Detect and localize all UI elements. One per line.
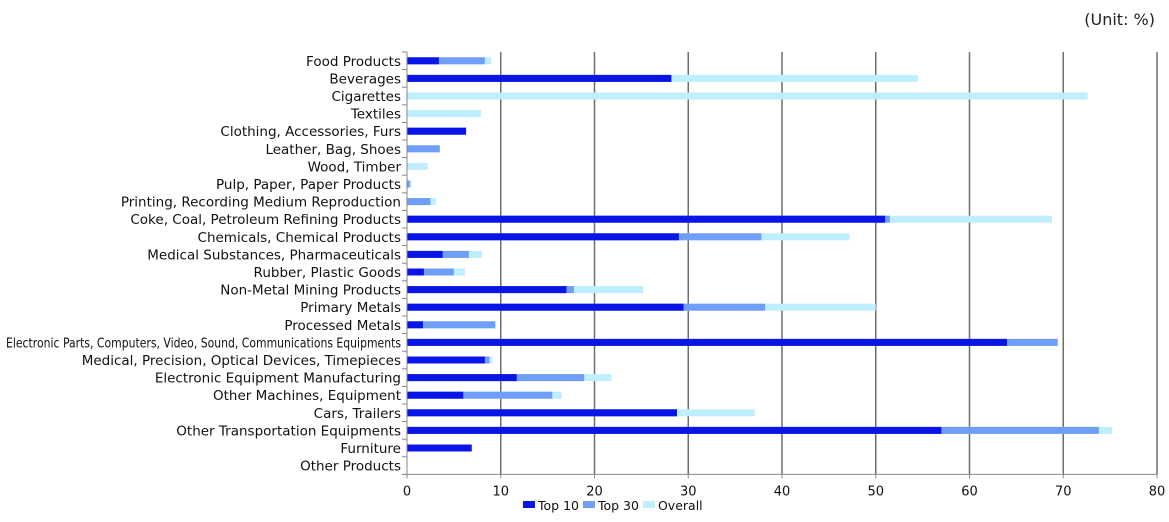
bar-top-30: [407, 391, 553, 399]
x-tick-label: 70: [1055, 484, 1072, 499]
unit-label: (Unit: %): [1084, 10, 1155, 29]
bar-top-10: [407, 250, 443, 258]
bar-top-30: [407, 198, 431, 206]
x-tick-label: 50: [867, 484, 884, 499]
axes: [402, 51, 1158, 479]
x-tick-label: 0: [403, 484, 411, 499]
bar-top-30: [407, 145, 440, 153]
legend-swatch: [642, 501, 655, 508]
category-label: Printing, Recording Medium Reproduction: [121, 195, 401, 211]
bar-overall: [407, 162, 428, 170]
category-label: Cigarettes: [331, 89, 401, 105]
category-label: Rubber, Plastic Goods: [254, 265, 401, 281]
x-tick-labels: 0 10 20 30 40 50 60 70 80: [403, 484, 1165, 499]
bar-top-10: [407, 286, 567, 294]
bar-top-30: [407, 57, 485, 65]
category-label: Textiles: [350, 107, 401, 123]
legend-label: Overall: [658, 498, 703, 513]
bar-top-10: [407, 338, 1007, 346]
category-label: Beverages: [329, 71, 401, 87]
bar-overall: [407, 110, 482, 118]
bar-top-10: [407, 233, 679, 241]
category-label: Other Products: [300, 459, 401, 475]
gridlines: [500, 52, 1158, 475]
bar-top-30: [407, 180, 410, 188]
category-label: Electronic Parts, Computers, Video, Soun…: [6, 335, 401, 351]
legend-label: Top 30: [597, 498, 639, 513]
x-tick-label: 30: [680, 484, 697, 499]
category-label: Wood, Timber: [308, 159, 402, 175]
bar-top-10: [407, 321, 423, 329]
category-label: Clothing, Accessories, Furs: [220, 124, 401, 140]
bar-top-10: [407, 356, 485, 364]
legend-swatch: [523, 501, 535, 508]
x-tick-label: 80: [1149, 484, 1166, 499]
category-label: Pulp, Paper, Paper Products: [216, 177, 401, 193]
category-label: Coke, Coal, Petroleum Refining Products: [130, 212, 401, 228]
bar-top-10: [407, 215, 886, 223]
legend-label: Top 10: [537, 498, 579, 513]
bar-top-10: [407, 57, 439, 65]
bar-top-10: [407, 303, 684, 311]
bar-top-10: [407, 74, 672, 82]
x-tick-label: 60: [961, 484, 978, 499]
category-label: Primary Metals: [300, 300, 401, 316]
bar-top-10: [407, 127, 467, 135]
bar-overall: [407, 92, 1088, 100]
bars: [407, 57, 1112, 452]
bar-top-10: [407, 391, 464, 399]
category-label: Medical, Precision, Optical Devices, Tim…: [82, 353, 401, 369]
category-label: Medical Substances, Pharmaceuticals: [147, 247, 401, 263]
category-label: Cars, Trailers: [314, 406, 401, 422]
bar-top-10: [407, 409, 677, 417]
bar-top-10: [407, 426, 942, 434]
category-label: Chemicals, Chemical Products: [198, 230, 401, 246]
x-tick-label: 20: [586, 484, 603, 499]
x-tick-label: 40: [774, 484, 791, 499]
bar-top-10: [407, 374, 517, 382]
legend-swatch: [582, 501, 595, 508]
category-label: Food Products: [306, 54, 401, 70]
x-tick-label: 10: [492, 484, 509, 499]
bar-top-10: [407, 444, 472, 452]
category-label: Other Machines, Equipment: [213, 388, 401, 404]
category-label: Electronic Equipment Manufacturing: [155, 371, 401, 387]
category-label: Non-Metal Mining Products: [220, 283, 401, 299]
bar-top-30: [407, 321, 496, 329]
category-label: Processed Metals: [284, 318, 401, 334]
category-label: Other Transportation Equipments: [176, 423, 401, 439]
category-label: Furniture: [340, 441, 401, 457]
bar-top-30: [407, 268, 454, 276]
bar-top-10: [407, 268, 424, 276]
legend: Top 10 Top 30 Overall: [523, 498, 703, 513]
category-label: Leather, Bag, Shoes: [265, 142, 401, 158]
